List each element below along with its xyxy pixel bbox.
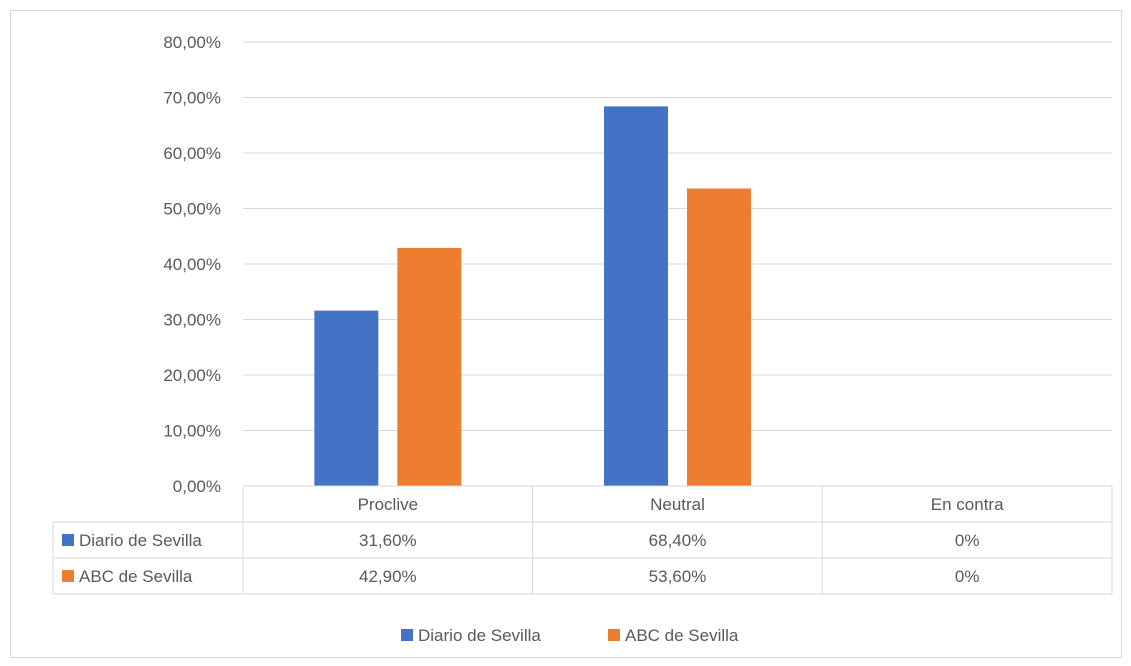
y-tick-label: 40,00% (163, 255, 221, 274)
legend-swatch (608, 629, 620, 641)
data-value: 68,40% (649, 531, 707, 550)
series-name: Diario de Sevilla (79, 531, 202, 550)
category-label: Neutral (650, 495, 705, 514)
y-tick-label: 80,00% (163, 33, 221, 52)
bar (314, 310, 379, 486)
y-tick-label: 0,00% (173, 477, 221, 496)
y-tick-label: 50,00% (163, 200, 221, 219)
legend-label: Diario de Sevilla (418, 626, 541, 645)
bar (397, 247, 462, 486)
bar (687, 188, 751, 486)
series-name: ABC de Sevilla (79, 567, 193, 586)
y-tick-label: 10,00% (163, 422, 221, 441)
gridlines (243, 41, 1112, 431)
category-label: En contra (931, 495, 1004, 514)
legend-label: ABC de Sevilla (625, 626, 739, 645)
y-axis-ticks: 0,00% 10,00% 20,00% 30,00% 40,00% 50,00% 60,00… (163, 33, 221, 496)
series-key-swatch (62, 570, 74, 582)
data-value: 0% (955, 531, 980, 550)
data-value: 31,60% (359, 531, 417, 550)
series-key-swatch (62, 534, 74, 546)
bars (314, 106, 751, 486)
y-tick-label: 20,00% (163, 366, 221, 385)
y-tick-label: 60,00% (163, 144, 221, 163)
data-value: 0% (955, 567, 980, 586)
legend: Diario de Sevilla ABC de Sevilla (401, 626, 739, 645)
chart-frame (10, 10, 1122, 658)
y-tick-label: 30,00% (163, 311, 221, 330)
y-tick-label: 70,00% (163, 89, 221, 108)
legend-swatch (401, 629, 413, 641)
data-table: Proclive Neutral En contra Diario de Sevill… (52, 485, 1113, 595)
bar (604, 106, 668, 486)
category-label: Proclive (358, 495, 418, 514)
data-value: 42,90% (359, 567, 417, 586)
data-value: 53,60% (649, 567, 707, 586)
